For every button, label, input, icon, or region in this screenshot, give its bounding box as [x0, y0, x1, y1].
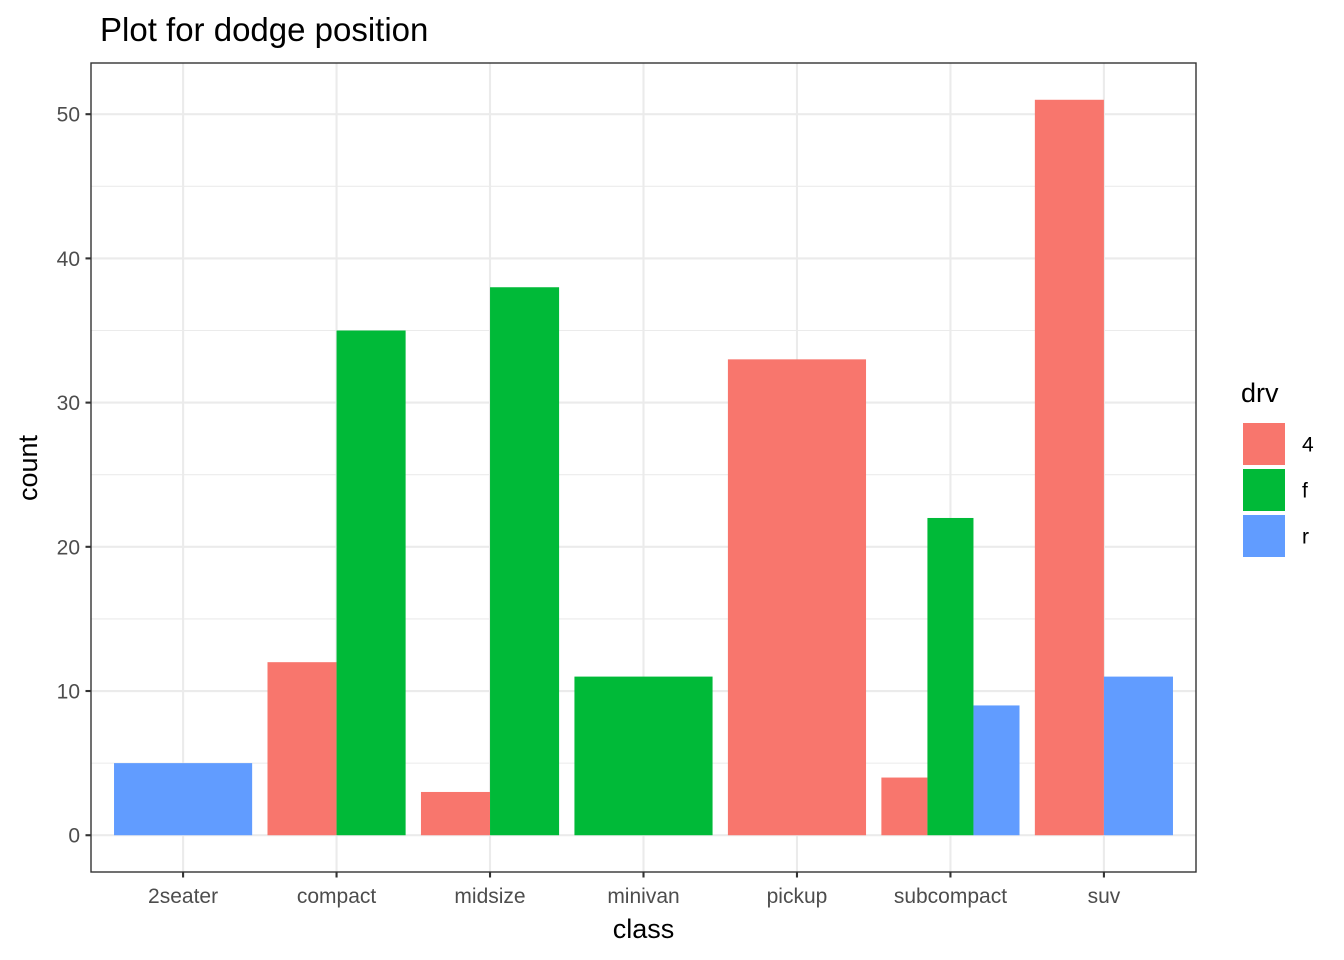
legend-key-r — [1243, 515, 1285, 557]
legend-key-f — [1243, 469, 1285, 511]
bar-subcompact-f — [927, 517, 974, 836]
bar-subcompact-4 — [881, 777, 928, 836]
y-axis-title: count — [13, 434, 43, 501]
y-tick-label: 30 — [57, 392, 80, 415]
y-tick-label: 50 — [57, 104, 80, 127]
x-tick-label: suv — [1088, 885, 1121, 908]
x-tick-label: midsize — [454, 885, 525, 908]
y-tick-label: 0 — [68, 825, 80, 848]
bar-subcompact-r — [973, 705, 1020, 836]
bar-suv-4 — [1034, 99, 1104, 836]
legend-key-4 — [1243, 423, 1285, 465]
y-tick-label: 20 — [57, 536, 80, 559]
legend-label-f: f — [1302, 480, 1308, 503]
x-tick-label: pickup — [767, 885, 828, 908]
x-tick-label: minivan — [607, 885, 679, 908]
x-tick-label: compact — [297, 885, 377, 908]
y-tick-label: 40 — [57, 248, 80, 271]
bar-compact-f — [336, 330, 406, 836]
bar-compact-4 — [267, 662, 337, 836]
bar-pickup-4 — [727, 359, 867, 836]
plot-panel: 0 10 20 30 40 50 2seater compact midsize minivan p… — [57, 62, 1197, 908]
y-tick-label: 10 — [57, 681, 80, 704]
legend-label-4: 4 — [1302, 434, 1314, 457]
legend-label-r: r — [1302, 526, 1309, 549]
bar-midsize-4 — [420, 791, 491, 836]
chart-title: Plot for dodge position — [100, 11, 428, 48]
legend-title: drv — [1241, 378, 1279, 408]
bar-suv-r — [1103, 676, 1173, 836]
x-axis-title: class — [613, 914, 675, 944]
bar-minivan-f — [574, 676, 713, 836]
bar-midsize-f — [490, 287, 560, 836]
x-tick-label: 2seater — [148, 885, 218, 908]
legend: drv 4 fr — [1241, 378, 1314, 557]
bar-2seater-r — [114, 763, 253, 836]
x-tick-label: subcompact — [894, 885, 1007, 908]
